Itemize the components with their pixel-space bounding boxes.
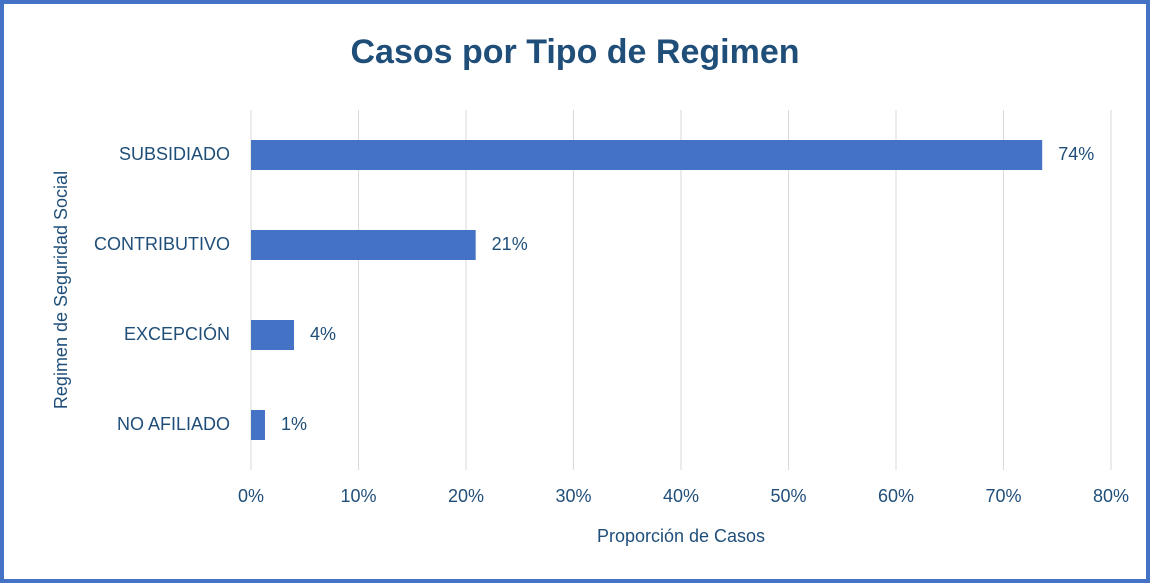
y-tick-label: CONTRIBUTIVO [94, 234, 230, 254]
chart-title: Casos por Tipo de Regimen [350, 33, 799, 71]
y-tick-label: EXCEPCIÓN [124, 323, 230, 344]
x-tick-label: 20% [448, 486, 484, 506]
x-tick-label: 40% [663, 486, 699, 506]
x-tick-label: 30% [555, 486, 591, 506]
x-tick-label: 60% [878, 486, 914, 506]
x-tick-label: 50% [770, 486, 806, 506]
data-label: 74% [1058, 144, 1094, 164]
data-label: 1% [281, 414, 307, 434]
data-label: 21% [492, 234, 528, 254]
y-axis-label: Regimen de Seguridad Social [51, 171, 71, 409]
bar [251, 140, 1043, 170]
x-axis-label: Proporción de Casos [597, 526, 765, 546]
x-tick-label: 80% [1093, 486, 1129, 506]
x-tick-label: 10% [340, 486, 376, 506]
x-tick-label: 70% [985, 486, 1021, 506]
y-tick-label: NO AFILIADO [117, 414, 230, 434]
bar [251, 410, 265, 440]
y-tick-label: SUBSIDIADO [119, 144, 230, 164]
bar [251, 230, 476, 260]
x-tick-label: 0% [238, 486, 264, 506]
bar [251, 320, 294, 350]
data-label: 4% [310, 324, 336, 344]
